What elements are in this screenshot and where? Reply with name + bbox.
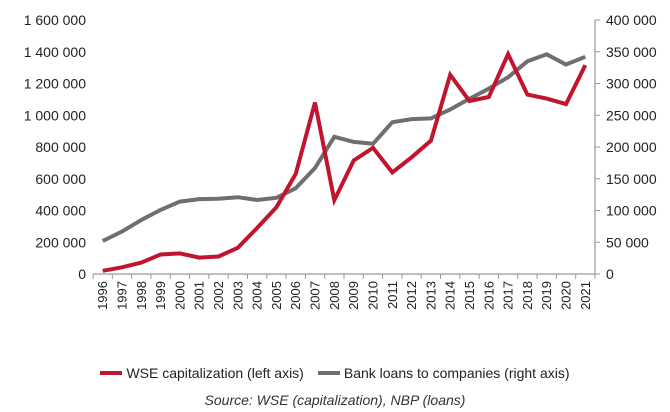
x-tick-label: 2012 — [404, 281, 419, 310]
left-tick-label: 1 400 000 — [24, 44, 86, 60]
loans-series-line — [101, 52, 587, 243]
x-tick-label: 2003 — [230, 281, 245, 310]
left-tick-label: 0 — [78, 266, 86, 282]
x-tick-label: 2001 — [192, 281, 207, 310]
dual-axis-line-chart: 0 200 000 400 000 600 000 800 000 1 000 000 1 … — [24, 12, 657, 310]
x-tick-label: 1997 — [114, 281, 129, 310]
source-note: Source: WSE (capitalization), NBP (loans… — [204, 392, 466, 408]
x-tick-label: 2004 — [250, 281, 265, 310]
left-tick-label: 800 000 — [35, 139, 86, 155]
x-tick-label: 2021 — [578, 281, 593, 310]
x-tick-label: 2014 — [443, 281, 458, 310]
x-tick-label: 2009 — [346, 281, 361, 310]
right-tick-label: 50 000 — [606, 234, 649, 250]
right-tick-label: 150 000 — [606, 171, 657, 187]
x-tick-label: 2008 — [327, 281, 342, 310]
x-tick-label: 1999 — [153, 281, 168, 310]
axes — [93, 20, 596, 275]
legend-item-loans: Bank loans to companies (right axis) — [317, 365, 570, 381]
right-tick-label: 400 000 — [606, 12, 657, 28]
x-tick-label: 2010 — [365, 281, 380, 310]
x-tick-label: 2002 — [211, 281, 226, 310]
legend-swatch-loans — [317, 371, 340, 375]
legend: WSE capitalization (left axis) Bank loan… — [0, 365, 670, 381]
left-tick-label: 400 000 — [35, 203, 86, 219]
x-tick-label: 2017 — [501, 281, 516, 310]
right-tick-label: 350 000 — [606, 44, 657, 60]
right-tick-label: 0 — [606, 266, 614, 282]
left-tick-label: 1 200 000 — [24, 76, 86, 92]
x-tick-label: 1996 — [95, 281, 110, 310]
right-tick-label: 100 000 — [606, 203, 657, 219]
x-axis-ticks: 1996 1997 1998 1999 2000 2001 2002 2003 2004 2005… — [92, 274, 596, 310]
x-tick-label: 2005 — [269, 281, 284, 310]
x-tick-label: 2006 — [288, 281, 303, 310]
x-tick-label: 2019 — [539, 281, 554, 310]
x-tick-label: 2016 — [481, 281, 496, 310]
right-tick-label: 250 000 — [606, 107, 657, 123]
x-tick-label: 2015 — [462, 281, 477, 310]
legend-label-loans: Bank loans to companies (right axis) — [343, 365, 570, 381]
right-tick-label: 200 000 — [606, 139, 657, 155]
x-tick-label: 1998 — [134, 281, 149, 310]
wse-series-line — [102, 49, 588, 273]
x-tick-label: 2020 — [559, 281, 574, 310]
legend-item-wse: WSE capitalization (left axis) — [100, 365, 304, 381]
x-tick-label: 2013 — [423, 281, 438, 310]
x-tick-label: 2018 — [520, 281, 535, 310]
left-axis-ticks: 0 200 000 400 000 600 000 800 000 1 000 000 1 … — [24, 12, 87, 282]
legend-swatch-wse — [100, 371, 123, 375]
x-tick-label: 2007 — [308, 281, 323, 310]
right-tick-label: 300 000 — [606, 76, 657, 92]
legend-label-wse: WSE capitalization (left axis) — [126, 365, 304, 381]
left-tick-label: 200 000 — [35, 234, 86, 250]
x-tick-label: 2000 — [172, 281, 187, 310]
left-tick-label: 1 600 000 — [24, 12, 86, 28]
series-lines — [101, 49, 588, 273]
x-tick-label: 2011 — [385, 281, 400, 309]
right-axis-ticks: 0 50 000 100 000 150 000 200 000 250 000 300 0… — [595, 12, 657, 282]
left-tick-label: 1 000 000 — [24, 107, 86, 123]
left-tick-label: 600 000 — [35, 171, 86, 187]
